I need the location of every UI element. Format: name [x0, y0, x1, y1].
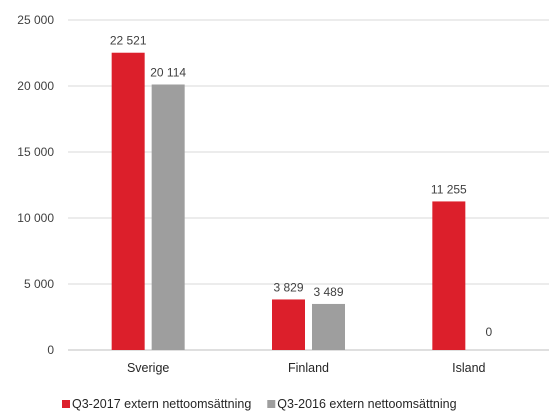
- category-label: Finland: [288, 361, 329, 375]
- legend: Q3-2017 extern nettoomsättning Q3-2016 ex…: [62, 397, 457, 411]
- x-axis-categories: Sverige Finland Island: [127, 361, 486, 375]
- y-tick-label: 20 000: [17, 79, 54, 93]
- legend-swatch: [62, 400, 70, 408]
- data-label: 20 114: [150, 65, 186, 79]
- category-label: Island: [452, 361, 485, 375]
- bar-q3-2017: [111, 52, 145, 350]
- data-label: 0: [485, 325, 492, 339]
- data-label: 3 829: [273, 280, 303, 294]
- legend-label: Q3-2017 extern nettoomsättning: [72, 397, 251, 411]
- y-axis-ticks: 0 5 000 10 000 15 000 20 000 25 000: [17, 13, 54, 357]
- data-label: 22 521: [110, 34, 147, 48]
- category-label: Sverige: [127, 361, 169, 375]
- y-tick-label: 15 000: [17, 145, 54, 159]
- data-labels: 22 521 20 114 3 829 3 489 11 255 0: [110, 34, 493, 339]
- legend-swatch: [267, 400, 276, 408]
- gridlines: [68, 19, 549, 351]
- legend-label: Q3-2016 extern nettoomsättning: [277, 397, 456, 411]
- bar-q3-2016: [312, 303, 345, 350]
- bars: [111, 52, 466, 350]
- data-label: 3 489: [313, 285, 343, 299]
- y-tick-label: 10 000: [17, 211, 54, 225]
- bar-q3-2017: [272, 299, 305, 350]
- y-tick-label: 25 000: [17, 13, 54, 27]
- bar-q3-2016: [151, 84, 185, 350]
- data-label: 11 255: [431, 182, 467, 196]
- y-tick-label: 5 000: [24, 277, 54, 291]
- bar-q3-2017: [432, 201, 466, 350]
- y-tick-label: 0: [47, 343, 54, 357]
